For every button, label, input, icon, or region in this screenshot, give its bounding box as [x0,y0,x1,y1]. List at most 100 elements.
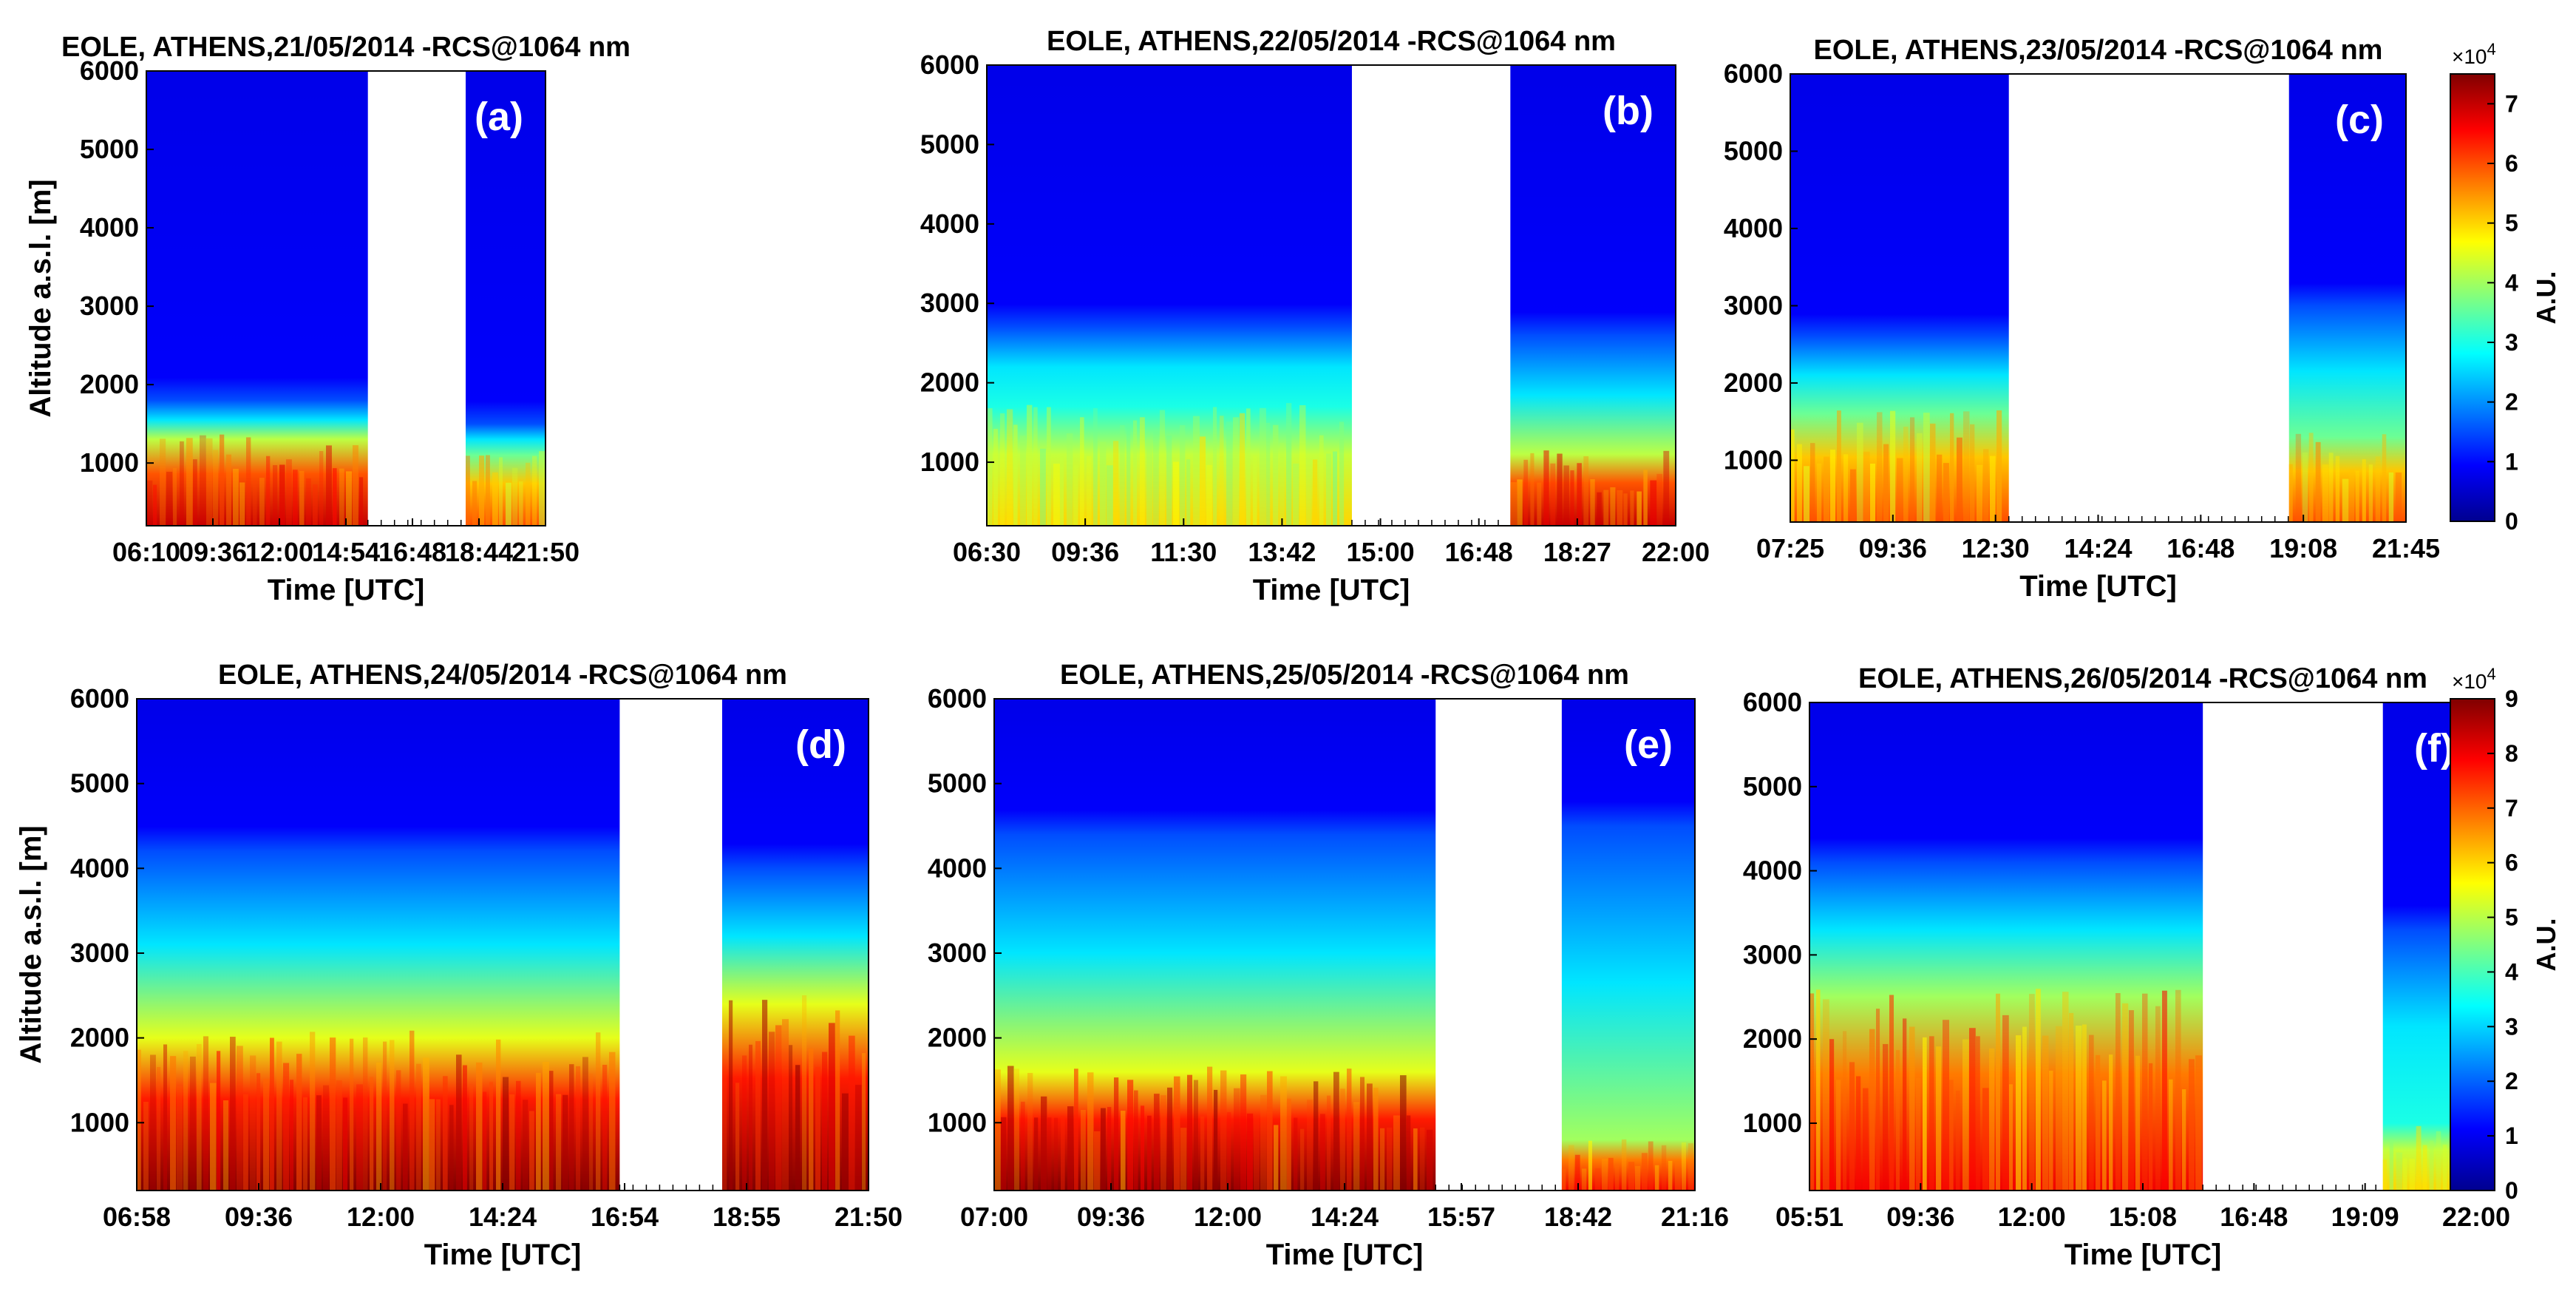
texture-streak [223,1100,229,1191]
x-tick-label: 06:58 [103,1202,171,1232]
texture-streak [1180,1128,1187,1191]
texture-streak [496,1039,501,1191]
texture-streak [862,1053,866,1191]
texture-streak [1883,1043,1889,1191]
texture-streak [2029,994,2035,1191]
texture-streak [1253,456,1257,526]
panel-c: 1000 2000 3000 4000 5000 6000 07:25 09:36 12:30 1… [1724,35,2440,603]
texture-streak [782,1019,789,1191]
y-tick-label: 2000 [70,1023,129,1053]
panel-label: (d) [795,722,846,767]
texture-streak [1790,429,1795,522]
texture-streak [769,1032,775,1191]
x-axis-label: Time [UTC] [1253,574,1410,606]
texture-streak [1601,1158,1608,1191]
panel-label: (b) [1603,89,1654,133]
texture-streak [2089,1034,2094,1191]
texture-streak [1160,1095,1166,1191]
texture-streak [306,478,311,526]
texture-streak [1849,1062,1855,1191]
y-tick-label: 6000 [1724,58,1783,89]
x-tick-label: 11:30 [1150,537,1217,567]
texture-streak [1413,1128,1418,1191]
texture-streak [1650,480,1657,526]
colorbar-tick-label: 6 [2505,850,2518,876]
texture-streak [1307,1100,1314,1191]
texture-streak [1200,436,1206,526]
texture-streak [1594,1168,1601,1191]
texture-streak [239,482,245,526]
data-segment [1561,699,1695,1191]
colorbar-tick-label: 7 [2505,795,2518,822]
texture-streak [1614,1165,1620,1191]
texture-streak [722,1068,727,1191]
texture-streak [1523,459,1528,526]
texture-streak [1101,1108,1106,1191]
texture-streak [1380,1128,1385,1191]
texture-streak [1213,407,1217,526]
texture-streak [1260,1094,1267,1191]
texture-streak [2129,1010,2134,1191]
texture-streak [735,1083,740,1191]
texture-streak [1060,453,1064,526]
texture-streak [443,1076,448,1191]
texture-streak [2335,456,2340,522]
texture-streak [2149,1063,2153,1191]
colorbar-tick-label: 2 [2505,389,2518,416]
texture-streak [1067,1106,1074,1191]
texture-streak [1668,1160,1673,1191]
y-tick-label: 1000 [1724,444,1783,475]
texture-streak [363,1037,368,1191]
texture-streak [563,1094,568,1191]
panel-d: 1000 2000 3000 4000 5000 6000 06:58 09:36 12:00 1… [15,660,903,1271]
texture-streak [539,451,546,526]
texture-streak [170,1056,177,1191]
texture-streak [2009,1084,2013,1191]
texture-streak [1353,1102,1360,1191]
texture-streak [1563,465,1569,526]
y-tick-label: 3000 [1724,290,1783,320]
texture-streak [1856,1076,1861,1191]
y-tick-label: 2000 [1743,1023,1802,1054]
texture-streak [729,1000,733,1191]
texture-streak [2002,1015,2009,1191]
texture-streak [177,1086,183,1191]
texture-streak [1080,417,1084,526]
texture-streak [383,1041,387,1191]
texture-streak [1923,1037,1927,1191]
x-axis-label: Time [UTC] [2064,1239,2222,1271]
texture-streak [2115,993,2121,1191]
texture-streak [2388,472,2394,522]
texture-streak [2096,1054,2101,1191]
texture-streak [350,1038,354,1191]
x-tick-label: 14:54 [312,537,380,567]
data-segment [146,71,368,526]
texture-streak [449,1105,454,1191]
texture-streak [602,1065,608,1191]
texture-streak [157,1067,161,1191]
texture-streak [163,1044,168,1191]
data-segment [987,65,1352,526]
texture-streak [1637,491,1642,526]
texture-streak [1300,1128,1305,1191]
texture-streak [1073,464,1078,526]
x-tick-label: 07:00 [960,1202,1028,1232]
colorbar-tick-label: 0 [2505,508,2518,535]
texture-streak [2155,1006,2161,1191]
x-tick-label: 09:36 [1077,1202,1145,1232]
texture-streak [1923,413,1930,522]
y-tick-label: 4000 [1724,213,1783,243]
texture-streak [346,471,353,526]
texture-streak [2295,433,2302,522]
texture-streak [313,484,318,526]
panel-label: (a) [475,95,523,139]
colorbar-tick-label: 7 [2505,90,2518,117]
texture-streak [1234,1088,1240,1191]
texture-streak [1982,1088,1989,1191]
x-tick-label: 18:27 [1543,537,1611,567]
texture-streak [226,454,231,526]
texture-streak [1654,1165,1659,1191]
x-tick-label: 12:00 [245,537,313,567]
texture-streak [1574,1154,1580,1191]
texture-streak [2382,1159,2388,1191]
